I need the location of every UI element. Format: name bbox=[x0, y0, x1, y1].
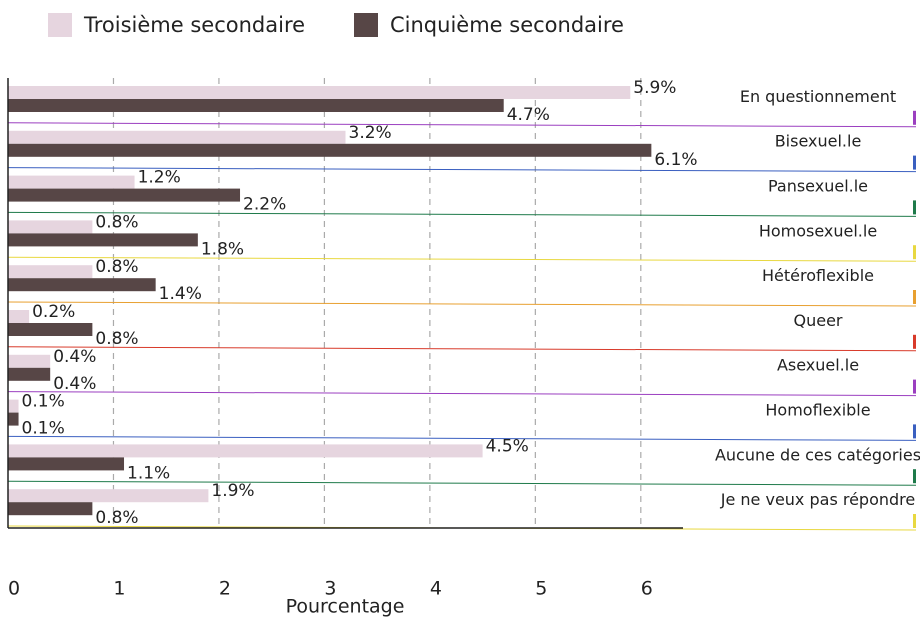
category-marker bbox=[913, 245, 916, 260]
bar bbox=[8, 143, 652, 157]
value-label: 0.1% bbox=[22, 419, 65, 439]
x-tick-label: 5 bbox=[535, 578, 547, 600]
x-axis-label: Pourcentage bbox=[286, 596, 405, 618]
bar bbox=[8, 278, 156, 292]
value-label: 1.1% bbox=[127, 463, 170, 483]
category-separator bbox=[7, 301, 917, 307]
value-label: 0.4% bbox=[53, 374, 96, 394]
value-label: 1.8% bbox=[201, 239, 244, 259]
bar bbox=[8, 265, 93, 279]
value-label: 6.1% bbox=[654, 150, 697, 170]
category-label: Aucune de ces catégories bbox=[715, 445, 920, 464]
category-separator bbox=[7, 211, 917, 217]
bar bbox=[8, 457, 125, 471]
value-label: 3.2% bbox=[349, 123, 392, 143]
bar bbox=[8, 188, 241, 202]
category-label: Bisexuel.le bbox=[775, 132, 862, 151]
category-label: Je ne veux pas répondre bbox=[720, 490, 916, 509]
value-label: 0.4% bbox=[53, 347, 96, 367]
value-label: 1.2% bbox=[138, 168, 181, 188]
value-label: 0.8% bbox=[95, 257, 138, 277]
category-label: Homoflexible bbox=[765, 401, 870, 420]
category-marker bbox=[913, 514, 916, 528]
bar bbox=[8, 444, 483, 458]
category-label: Hétéroflexible bbox=[762, 266, 874, 285]
category-marker bbox=[913, 290, 916, 304]
value-label: 4.7% bbox=[507, 105, 550, 125]
value-label: 4.5% bbox=[486, 436, 529, 456]
bar bbox=[8, 130, 346, 144]
category-separator bbox=[7, 391, 917, 397]
x-tick-label: 2 bbox=[219, 578, 231, 600]
bar bbox=[8, 310, 30, 323]
bar bbox=[8, 489, 209, 503]
bar bbox=[8, 502, 93, 516]
bar bbox=[8, 86, 631, 99]
value-label: 1.4% bbox=[159, 284, 202, 304]
category-separator bbox=[7, 256, 917, 262]
category-separator bbox=[7, 122, 917, 128]
category-label: Homosexuel.le bbox=[759, 221, 877, 240]
category-label: Asexuel.le bbox=[777, 356, 859, 375]
bar bbox=[8, 175, 135, 189]
value-label: 0.8% bbox=[95, 508, 138, 528]
x-tick-label: 6 bbox=[641, 578, 653, 600]
category-marker bbox=[913, 200, 916, 215]
category-marker bbox=[913, 424, 916, 439]
value-label: 0.1% bbox=[22, 392, 65, 412]
value-label: 5.9% bbox=[633, 78, 676, 98]
category-separator bbox=[7, 480, 917, 486]
value-label: 2.2% bbox=[243, 195, 286, 215]
category-label: Queer bbox=[794, 311, 843, 330]
category-marker bbox=[913, 379, 916, 394]
bar bbox=[8, 99, 504, 112]
bar bbox=[8, 399, 19, 413]
x-tick-label: 0 bbox=[8, 578, 20, 600]
value-label: 0.8% bbox=[95, 329, 138, 349]
legend-label: Troisième secondaire bbox=[83, 13, 305, 37]
category-separator bbox=[7, 435, 917, 441]
value-label: 0.2% bbox=[32, 302, 75, 322]
category-label: En questionnement bbox=[740, 87, 896, 106]
value-label: 1.9% bbox=[211, 481, 254, 501]
category-separator bbox=[7, 346, 917, 352]
bar bbox=[8, 323, 93, 336]
bar bbox=[8, 412, 19, 426]
category-marker bbox=[913, 334, 916, 349]
bar bbox=[8, 367, 51, 381]
value-label: 0.8% bbox=[95, 212, 138, 232]
bar bbox=[8, 354, 51, 368]
category-marker bbox=[913, 155, 916, 170]
x-tick-label: 3 bbox=[324, 578, 336, 600]
legend-label: Cinquième secondaire bbox=[390, 13, 624, 37]
x-tick-label: 4 bbox=[430, 578, 442, 600]
legend-swatch bbox=[48, 13, 72, 37]
category-marker bbox=[913, 469, 916, 484]
category-label: Pansexuel.le bbox=[768, 177, 868, 196]
x-tick-label: 1 bbox=[113, 578, 125, 600]
bar bbox=[8, 220, 93, 234]
category-marker bbox=[913, 110, 916, 125]
bar bbox=[8, 233, 198, 247]
category-separator bbox=[7, 167, 917, 173]
legend-swatch bbox=[354, 13, 378, 37]
